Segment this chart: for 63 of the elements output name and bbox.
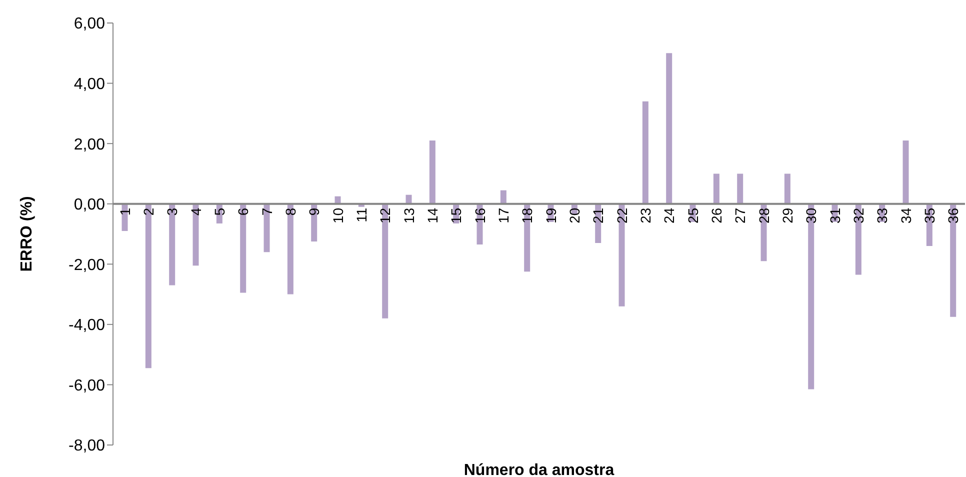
x-tick-label: 36 [945,208,962,224]
x-tick-label: 16 [472,208,488,224]
x-tick-label: 25 [684,208,701,224]
bar [192,204,199,266]
x-tick-label: 1 [116,208,133,216]
x-tick-label: 28 [756,208,772,224]
x-tick-label: 33 [874,208,890,224]
bar [642,101,648,204]
bar [737,174,744,204]
bar [666,53,672,204]
x-tick-label: 9 [306,208,322,216]
x-tick-label: 22 [614,208,630,224]
bar [808,204,814,390]
x-tick-label: 17 [496,208,512,224]
x-tick-label: 2 [140,208,156,216]
y-tick-label: 2,00 [74,136,106,154]
bar [240,204,246,293]
bar [382,204,388,318]
x-tick-label: 21 [590,208,606,224]
x-tick-label: 19 [542,208,559,224]
y-tick-label: -8,00 [68,438,106,455]
y-axis-title: ERRO (%) [18,196,36,272]
x-tick-label: 13 [400,208,417,224]
x-tick-label: 24 [661,208,678,224]
bar [902,140,909,204]
x-tick-label: 35 [922,208,938,224]
bar [784,174,790,204]
bar [950,204,956,317]
bar [713,174,720,204]
x-tick-label: 5 [212,208,228,216]
y-tick-label: -4,00 [68,317,106,334]
x-tick-label: 32 [850,208,866,224]
bar [500,190,506,204]
x-tick-label: 6 [235,208,252,216]
x-tick-label: 29 [780,208,796,224]
bar [145,204,152,368]
bar [429,140,436,204]
x-tick-label: 10 [330,208,346,224]
y-tick-label: -6,00 [68,377,106,394]
x-tick-label: 12 [377,208,394,224]
bar [169,204,176,286]
x-tick-label: 26 [708,208,724,224]
y-tick-label: -2,00 [68,256,106,274]
y-tick-label: 0,00 [74,196,106,214]
x-tick-label: 11 [354,208,370,222]
bar [618,204,625,306]
y-tick-label: 6,00 [74,16,106,33]
x-tick-label: 27 [732,208,748,224]
x-tick-label: 18 [519,208,536,224]
x-tick-label: 15 [448,208,464,224]
x-tick-label: 3 [164,208,180,216]
x-tick-label: 4 [188,208,204,216]
x-tick-label: 14 [424,208,440,224]
x-tick-label: 7 [258,208,275,216]
x-tick-label: 8 [282,208,298,216]
y-tick-label: 4,00 [74,76,106,93]
x-tick-label: 31 [826,208,843,224]
x-tick-label: 34 [898,208,914,224]
x-axis-title: Número da amostra [464,462,614,477]
x-tick-label: 23 [638,208,654,224]
bar [264,204,270,252]
x-tick-label: 30 [803,208,820,224]
x-tick-label: 20 [566,208,582,224]
